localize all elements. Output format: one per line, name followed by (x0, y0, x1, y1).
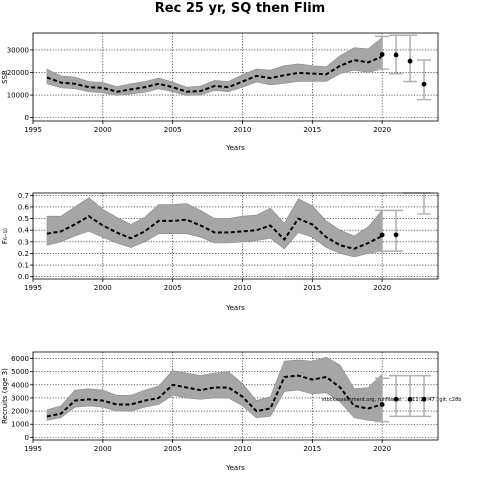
x-tick-label: 2020 (373, 445, 391, 453)
estimate-line (46, 55, 383, 93)
y-tick-label: 6000 (11, 355, 29, 363)
plot-frame (32, 192, 439, 280)
x-tick-label: 1995 (24, 284, 42, 292)
x-tick-label: 2020 (373, 126, 391, 134)
projection-point (407, 58, 413, 64)
projection-point (379, 52, 385, 57)
plot-frame (32, 351, 439, 441)
chart-annotation: stockassessment.org, runName: ..., 11:13… (322, 397, 461, 403)
y-tick-label: 10000 (7, 92, 29, 100)
x-axis-label: Years (225, 144, 245, 152)
y-axis-label: F₆₋₁₀ (1, 228, 9, 244)
projection-point (407, 396, 413, 402)
y-tick-label: 0.5 (18, 215, 29, 223)
projection-point (393, 396, 399, 402)
y-tick-label: 1000 (11, 421, 29, 429)
x-tick-label: 2000 (94, 126, 112, 134)
x-tick-label: 2010 (234, 284, 252, 292)
y-axis-label: Recruits (age 3) (1, 368, 9, 424)
projection-point (379, 232, 385, 238)
y-tick-label: 4000 (11, 381, 29, 389)
x-tick-label: 2005 (164, 126, 182, 134)
y-tick-label: 0.6 (18, 203, 30, 211)
y-tick-label: 0.4 (18, 227, 30, 235)
x-tick-label: 1995 (24, 445, 42, 453)
projection-point (421, 81, 427, 87)
y-tick-label: 0 (25, 114, 29, 122)
projection-point (421, 396, 427, 402)
x-tick-label: 2020 (373, 284, 391, 292)
x-tick-label: 2000 (94, 284, 112, 292)
projection-point (393, 52, 399, 58)
x-axis-label: Years (225, 304, 245, 312)
x-tick-label: 2015 (303, 126, 321, 134)
y-tick-label: 5000 (11, 368, 29, 376)
x-tick-label: 2015 (303, 284, 321, 292)
estimate-line (46, 215, 383, 250)
projection-point (393, 232, 399, 238)
x-tick-label: 2010 (234, 126, 252, 134)
x-tick-label: 1995 (24, 126, 42, 134)
panel-1: 1995 2000 2005 2010 2015 2020 0 10000 20000 30000… (1, 32, 439, 152)
estimate-line (46, 374, 383, 418)
y-tick-label: 30000 (7, 46, 29, 54)
y-tick-label: 20000 (7, 69, 29, 77)
y-tick-label: 2000 (11, 408, 29, 416)
chart-title: Rec 25 yr, SQ then Flim (154, 1, 326, 16)
x-tick-label: 2005 (164, 284, 182, 292)
x-tick-label: 2010 (234, 445, 252, 453)
projection-point (379, 402, 385, 407)
x-axis-label: Years (225, 464, 245, 472)
plot-frame (32, 32, 439, 122)
y-tick-label: 0 (25, 434, 29, 442)
x-tick-label: 2000 (94, 445, 112, 453)
y-tick-label: 0.1 (18, 262, 29, 270)
panel-3: 1995 2000 2005 2010 2015 2020 0 1000 2000 3000 400… (1, 351, 461, 472)
confidence-band (46, 197, 383, 258)
y-tick-label: 0.3 (18, 238, 29, 246)
confidence-band (46, 356, 383, 422)
y-tick-label: 0.0 (18, 273, 29, 281)
x-tick-label: 2005 (164, 445, 182, 453)
y-axis-label: SSB (1, 70, 9, 84)
y-tick-label: 0.2 (18, 250, 29, 258)
panel-2: 1995 2000 2005 2010 2015 2020 0.0 0.1 0.2 0.3 0.4 0… (1, 192, 439, 312)
y-tick-label: 0.7 (18, 192, 29, 200)
x-tick-label: 2015 (303, 445, 321, 453)
y-tick-label: 3000 (11, 394, 29, 402)
